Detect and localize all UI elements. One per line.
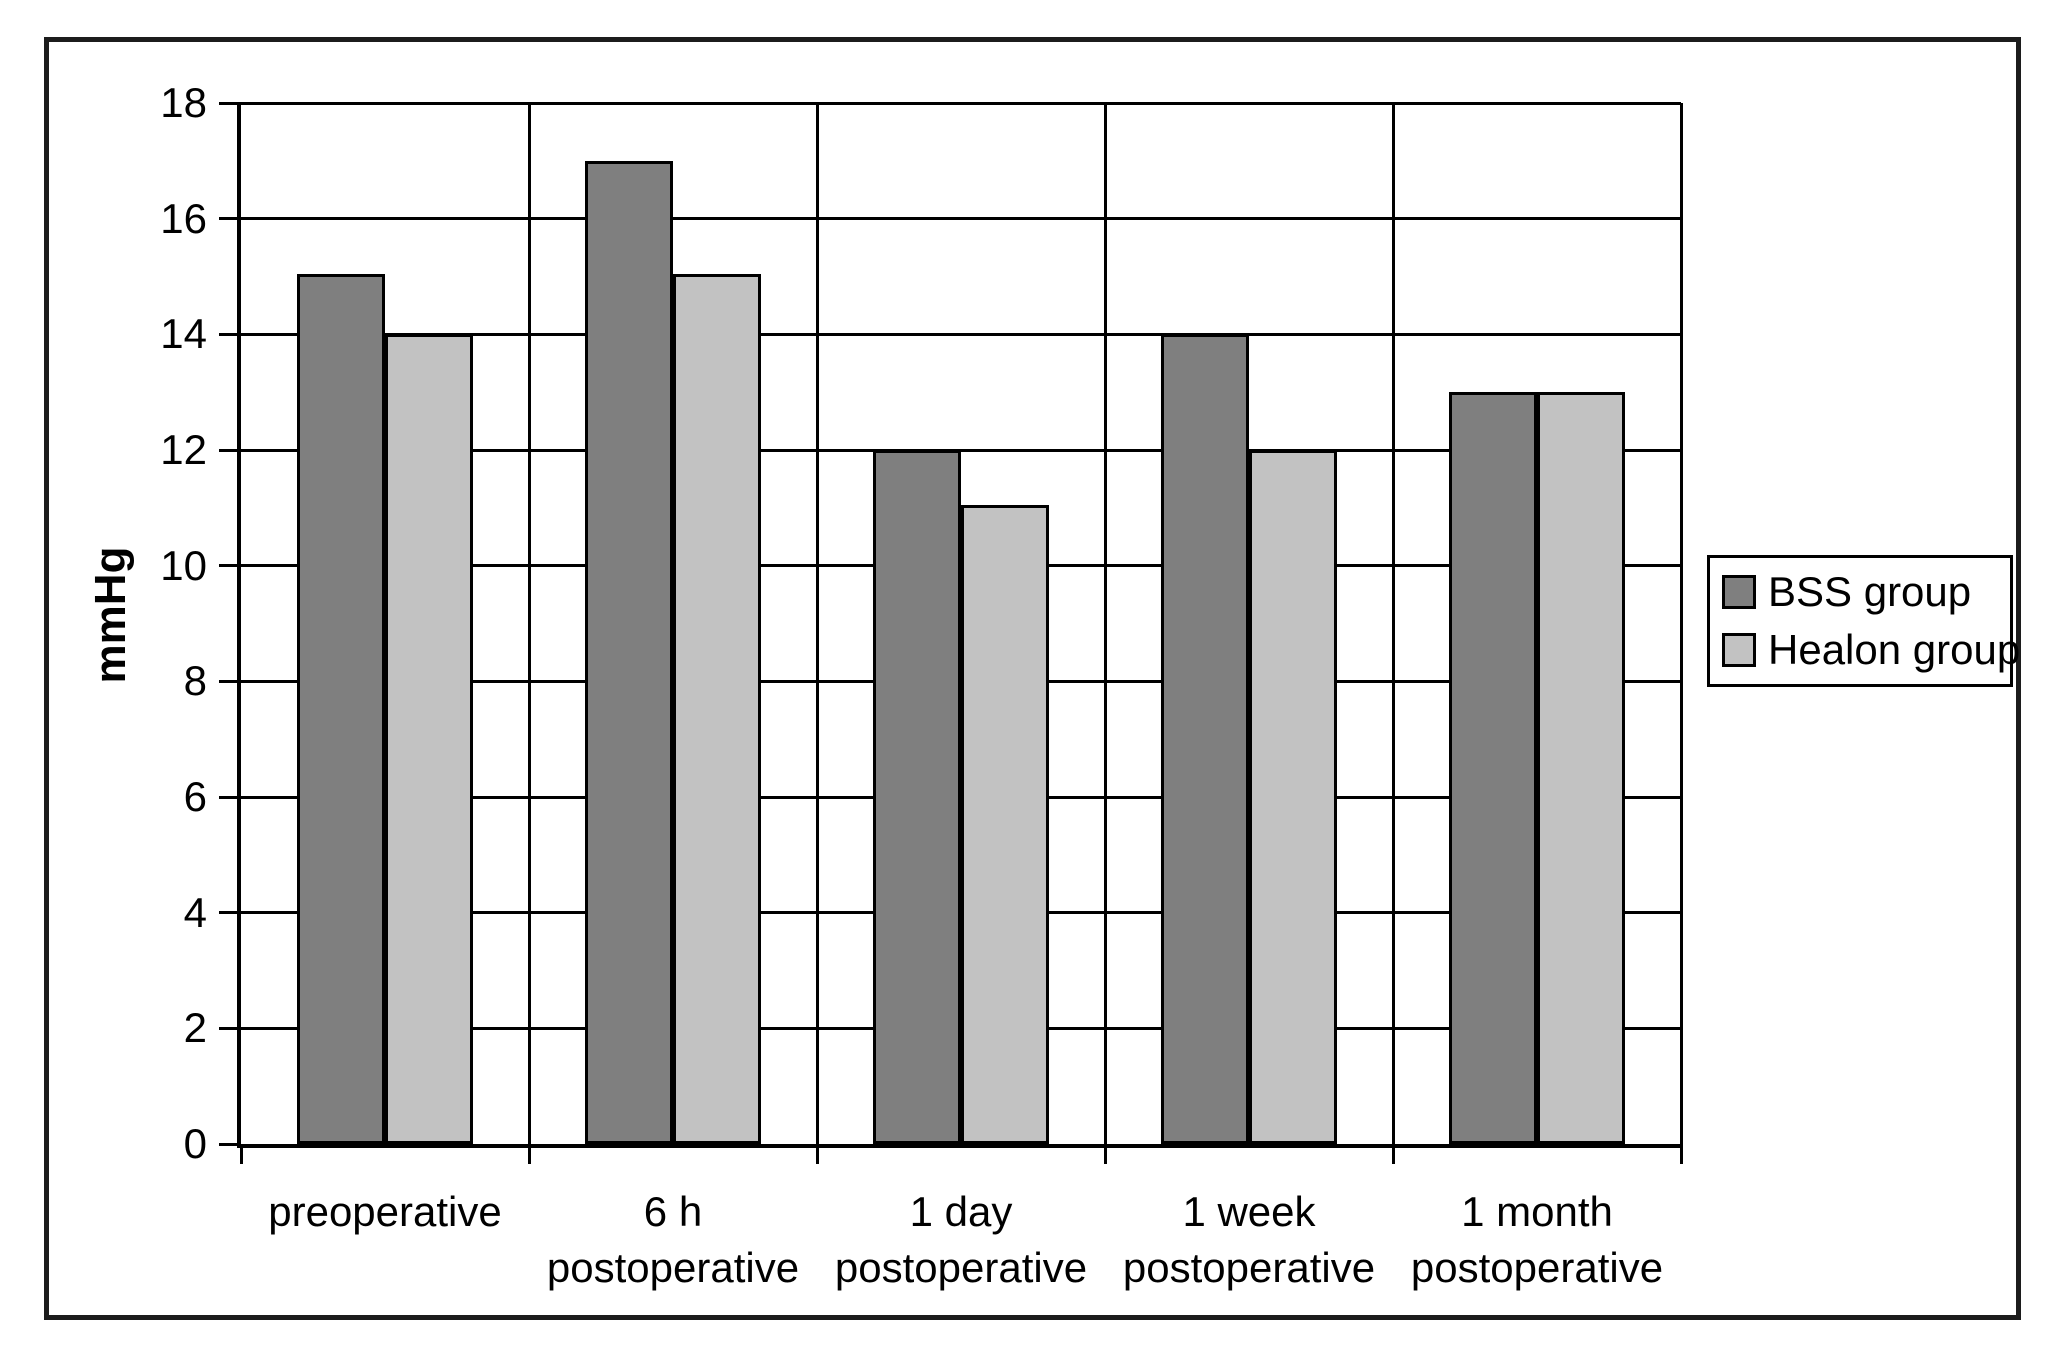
y-tick-label: 8 [183,657,207,705]
y-tick-mark [219,911,241,915]
legend-row-bss: BSS group [1722,570,2010,614]
y-tick-mark [219,564,241,568]
gridline-vertical [1391,103,1395,1144]
y-tick-label: 4 [183,888,207,936]
x-category-label: preoperative [268,1188,502,1235]
y-tick-label: 6 [183,773,207,820]
gridline-horizontal [241,217,1681,221]
gridline-vertical [1103,103,1107,1144]
y-tick-label: 18 [160,79,207,126]
x-category-label: 1 day postoperative [834,1188,1088,1291]
bar-bss-group [873,450,961,1144]
y-tick-label: 16 [160,194,207,242]
legend-label-bss: BSS group [1768,568,1972,615]
y-tick-mark [219,332,241,336]
y-tick-mark [219,1026,241,1030]
x-category-label: 6 h postoperative [546,1188,800,1291]
y-tick-mark [219,101,241,105]
bss-group-swatch-icon [1722,575,1756,609]
gridline-vertical [1679,103,1683,1144]
bar-bss-group [1161,334,1249,1144]
y-tick-mark [219,1142,241,1146]
bar-healon-group [1537,392,1625,1144]
bar-bss-group [1449,392,1537,1144]
x-tick-mark [815,1144,819,1164]
x-tick-mark [1103,1144,1107,1164]
gridline-horizontal [241,448,1681,452]
legend-label-healon: Healon group [1768,626,2021,673]
bar-healon-group [1249,450,1337,1144]
gridline-vertical [527,103,531,1144]
x-tick-mark [1391,1144,1395,1164]
y-tick-mark [219,217,241,221]
y-tick-mark [219,795,241,799]
plot-area: 0 2 4 6 8 10 12 14 16 18 preoperative 6 h postopera… [160,79,1683,1291]
bar-bss-group [585,160,673,1144]
bar-healon-group [961,504,1049,1144]
x-tick-mark [239,1144,243,1164]
gridline-horizontal [241,332,1681,336]
y-tick-label: 2 [183,1004,207,1052]
x-tick-mark [1679,1144,1683,1164]
gridline-horizontal [241,101,1681,105]
healon-group-swatch-icon [1722,633,1756,667]
y-tick-mark [219,448,241,452]
y-tick-label: 10 [160,541,207,589]
legend-row-healon: Healon group [1722,628,2020,672]
gridline-vertical [815,103,819,1144]
bar-healon-group [673,273,761,1144]
x-category-label: 1 week postoperative [1122,1188,1376,1291]
legend: BSS group Healon group [1707,555,2020,687]
y-tick-label: 12 [160,426,207,473]
bar-bss-group [297,273,385,1144]
y-tick-mark [219,679,241,683]
y-tick-label: 14 [160,310,207,358]
x-category-label: 1 month postoperative [1410,1188,1664,1291]
x-tick-mark [527,1144,531,1164]
bar-healon-group [385,334,473,1144]
y-tick-label: 0 [183,1120,207,1167]
